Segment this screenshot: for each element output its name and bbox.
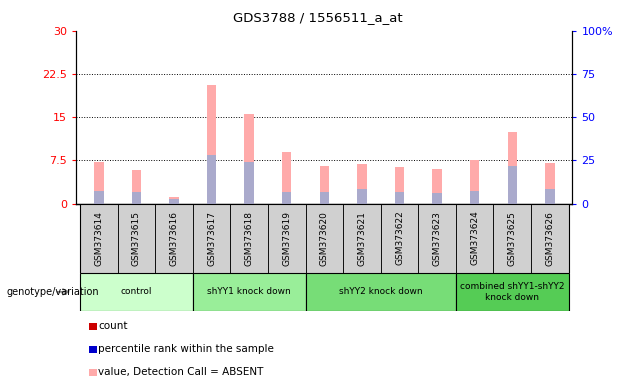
Bar <box>545 163 555 204</box>
Bar <box>305 204 343 273</box>
Bar <box>207 155 216 204</box>
Text: GSM373614: GSM373614 <box>94 211 104 265</box>
Bar <box>193 273 305 311</box>
Bar <box>470 161 480 204</box>
Text: GSM373621: GSM373621 <box>357 211 366 265</box>
Bar <box>132 192 141 204</box>
Text: GSM373619: GSM373619 <box>282 210 291 266</box>
Bar <box>230 204 268 273</box>
Bar <box>357 164 366 204</box>
Bar <box>545 189 555 204</box>
Text: GSM373617: GSM373617 <box>207 210 216 266</box>
Text: percentile rank within the sample: percentile rank within the sample <box>98 344 274 354</box>
Text: combined shYY1-shYY2
knock down: combined shYY1-shYY2 knock down <box>460 282 565 301</box>
Bar <box>432 193 442 204</box>
Bar <box>94 191 104 204</box>
Bar <box>80 204 118 273</box>
Text: GDS3788 / 1556511_a_at: GDS3788 / 1556511_a_at <box>233 12 403 25</box>
Text: GSM373623: GSM373623 <box>432 211 441 265</box>
Text: GSM373616: GSM373616 <box>170 210 179 266</box>
Bar <box>418 204 456 273</box>
Bar <box>169 197 179 204</box>
Bar <box>282 152 291 204</box>
Bar <box>155 204 193 273</box>
Bar <box>193 204 230 273</box>
Bar <box>118 204 155 273</box>
Bar <box>508 166 517 204</box>
Text: shYY1 knock down: shYY1 knock down <box>207 287 291 296</box>
Bar <box>395 167 404 204</box>
Bar <box>531 204 569 273</box>
Text: shYY2 knock down: shYY2 knock down <box>339 287 422 296</box>
Text: GSM373624: GSM373624 <box>470 211 479 265</box>
Text: value, Detection Call = ABSENT: value, Detection Call = ABSENT <box>98 367 263 377</box>
Text: GSM373615: GSM373615 <box>132 210 141 266</box>
Bar <box>244 114 254 204</box>
Bar <box>494 204 531 273</box>
Bar <box>282 192 291 204</box>
Bar <box>80 273 193 311</box>
Text: GSM373625: GSM373625 <box>508 211 517 265</box>
Bar <box>94 162 104 204</box>
Text: GSM373622: GSM373622 <box>395 211 404 265</box>
Bar <box>456 204 494 273</box>
Text: GSM373620: GSM373620 <box>320 211 329 265</box>
Bar <box>244 162 254 204</box>
Bar <box>320 192 329 204</box>
Bar <box>508 131 517 204</box>
Text: GSM373618: GSM373618 <box>245 210 254 266</box>
Bar <box>207 86 216 204</box>
Bar <box>456 273 569 311</box>
Bar <box>343 204 381 273</box>
Bar <box>169 200 179 204</box>
Bar <box>268 204 305 273</box>
Bar <box>305 273 456 311</box>
Bar <box>470 191 480 204</box>
Bar <box>320 166 329 204</box>
Text: control: control <box>121 287 152 296</box>
Text: GSM373626: GSM373626 <box>545 211 555 265</box>
Text: genotype/variation: genotype/variation <box>6 287 99 297</box>
Bar <box>357 189 366 204</box>
Bar <box>395 192 404 204</box>
Bar <box>432 169 442 204</box>
Bar <box>132 170 141 204</box>
Bar <box>381 204 418 273</box>
Text: count: count <box>98 321 128 331</box>
